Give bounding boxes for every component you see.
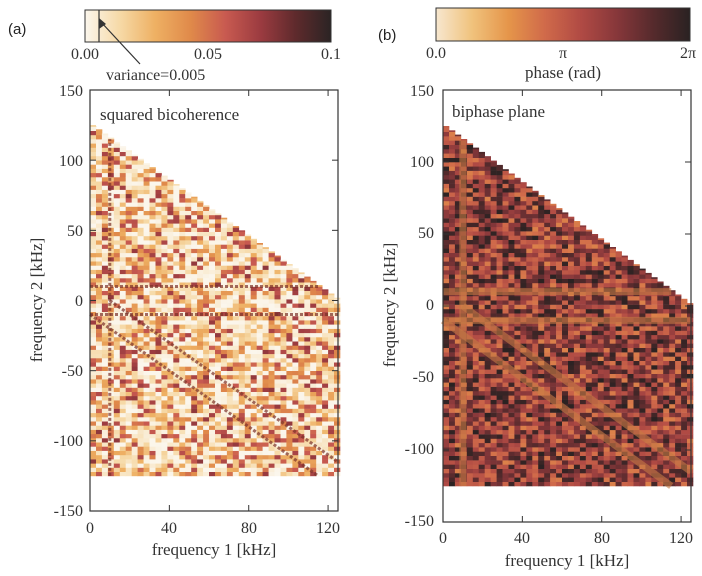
- feature-line: [89, 313, 320, 478]
- colorbar-b-gradient: [435, 7, 691, 42]
- xtick-a-2: 80: [241, 520, 257, 537]
- plot-a: squared bicoherence 150 100 50 0 -50 -10…: [27, 83, 341, 559]
- variance-annotation: variance=0.005: [106, 67, 205, 84]
- plot-b-title: biphase plane: [452, 102, 545, 121]
- heatmap-a: [90, 125, 341, 477]
- ytick-b-0: 150: [410, 83, 434, 100]
- feature-line: [440, 317, 674, 489]
- ytick-a-2: 50: [67, 223, 83, 240]
- panel-b-label: (b): [378, 27, 396, 44]
- ytick-a-0: 150: [59, 83, 83, 100]
- ylabel-a: frequency 2 [kHz]: [27, 238, 46, 363]
- plot-b-title-bg: [449, 100, 587, 124]
- colorbar-a-tick-1: 0.05: [194, 46, 222, 63]
- heatmap-b: [443, 126, 694, 487]
- colorbar-a-tick-2: 0.1: [321, 46, 341, 63]
- colorbar-b: 0.0 π 2π phase (rad): [426, 7, 696, 82]
- xtick-a-3: 120: [316, 520, 340, 537]
- xtick-b-0: 0: [439, 530, 447, 547]
- xtick-b-2: 80: [594, 530, 610, 547]
- ytick-b-5: -100: [405, 441, 434, 458]
- feature-line: [108, 299, 339, 464]
- colorbar-a-gradient: [84, 9, 332, 43]
- panel-b: (b) 0.0 π 2π phase (rad) biphase plane 1…: [378, 7, 696, 570]
- ticks-b: [442, 89, 691, 523]
- ytick-b-6: -150: [405, 513, 434, 530]
- colorbar-b-tick-2: 2π: [680, 45, 696, 62]
- xtick-b-1: 40: [514, 530, 530, 547]
- ytick-b-2: 50: [418, 225, 434, 242]
- panel-a-label: (a): [8, 21, 26, 38]
- colorbar-b-label: phase (rad): [525, 63, 601, 82]
- variance-arrow-head: [99, 18, 106, 29]
- colorbar-b-tick-0: 0.0: [426, 45, 446, 62]
- plot-b: biphase plane 150 100 50 0 -50 -100 -150…: [380, 83, 694, 570]
- plot-a-title-bg: [96, 102, 290, 126]
- xtick-b-3: 120: [669, 530, 693, 547]
- ytick-b-4: -50: [413, 369, 434, 386]
- ytick-a-1: 100: [59, 153, 83, 170]
- ytick-a-5: -100: [54, 433, 83, 450]
- panel-a: (a) 0.00 0.05 0.1 variance=0.005 squared…: [8, 9, 341, 559]
- ytick-a-6: -150: [54, 503, 83, 520]
- xtick-a-0: 0: [86, 520, 94, 537]
- variance-arrow: [100, 21, 141, 65]
- features-a: [89, 139, 339, 478]
- features-b: [440, 140, 694, 489]
- xlabel-a: frequency 1 [kHz]: [152, 540, 277, 559]
- colorbar-a-tick-0: 0.00: [71, 46, 99, 63]
- colorbar-b-tick-1: π: [559, 45, 567, 62]
- ytick-b-3: 0: [426, 297, 434, 314]
- ytick-b-1: 100: [410, 154, 434, 171]
- xlabel-b: frequency 1 [kHz]: [505, 551, 630, 570]
- xtick-a-1: 40: [161, 520, 177, 537]
- ylabel-b: frequency 2 [kHz]: [380, 243, 399, 368]
- feature-line: [460, 303, 694, 475]
- plot-a-title: squared bicoherence: [100, 105, 239, 124]
- ytick-a-3: 0: [75, 293, 83, 310]
- colorbar-a: 0.00 0.05 0.1 variance=0.005: [71, 9, 341, 84]
- ytick-a-4: -50: [62, 363, 83, 380]
- ticks-a: [89, 89, 338, 512]
